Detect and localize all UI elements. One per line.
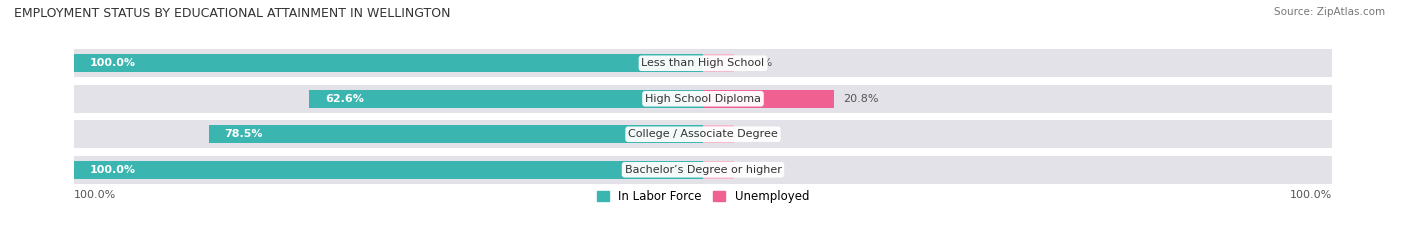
Text: 0.0%: 0.0% bbox=[744, 129, 772, 139]
Text: 100.0%: 100.0% bbox=[1291, 190, 1333, 200]
Bar bbox=[703, 49, 1333, 77]
Bar bbox=[703, 125, 734, 144]
Bar bbox=[703, 120, 1333, 148]
Bar bbox=[703, 161, 734, 179]
Text: 100.0%: 100.0% bbox=[73, 190, 115, 200]
Text: 100.0%: 100.0% bbox=[90, 58, 135, 68]
Text: Less than High School: Less than High School bbox=[641, 58, 765, 68]
Legend: In Labor Force, Unemployed: In Labor Force, Unemployed bbox=[598, 190, 808, 203]
Bar bbox=[73, 156, 703, 184]
Bar bbox=[73, 85, 703, 113]
Bar bbox=[703, 85, 1333, 113]
Text: College / Associate Degree: College / Associate Degree bbox=[628, 129, 778, 139]
Bar bbox=[73, 120, 703, 148]
Bar bbox=[73, 54, 703, 72]
Bar bbox=[703, 54, 734, 72]
Text: 78.5%: 78.5% bbox=[225, 129, 263, 139]
Text: Bachelor’s Degree or higher: Bachelor’s Degree or higher bbox=[624, 165, 782, 175]
Bar bbox=[209, 125, 703, 144]
Bar bbox=[73, 49, 703, 77]
Text: High School Diploma: High School Diploma bbox=[645, 94, 761, 104]
Text: Source: ZipAtlas.com: Source: ZipAtlas.com bbox=[1274, 7, 1385, 17]
Text: 0.0%: 0.0% bbox=[744, 165, 772, 175]
Bar bbox=[703, 156, 1333, 184]
Bar bbox=[703, 89, 834, 108]
Bar bbox=[73, 161, 703, 179]
Text: 100.0%: 100.0% bbox=[90, 165, 135, 175]
Text: 0.0%: 0.0% bbox=[744, 58, 772, 68]
Text: 20.8%: 20.8% bbox=[844, 94, 879, 104]
Text: 62.6%: 62.6% bbox=[325, 94, 364, 104]
Bar bbox=[309, 89, 703, 108]
Text: EMPLOYMENT STATUS BY EDUCATIONAL ATTAINMENT IN WELLINGTON: EMPLOYMENT STATUS BY EDUCATIONAL ATTAINM… bbox=[14, 7, 450, 20]
